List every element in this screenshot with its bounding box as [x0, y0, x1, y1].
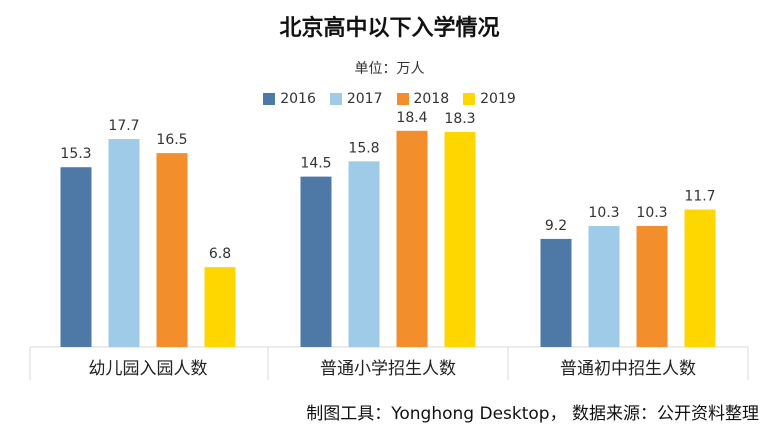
data-label-2019-3: 11.7: [684, 189, 715, 205]
legend-label-2018: 2018: [413, 91, 450, 107]
data-label-2018-1: 16.5: [156, 132, 187, 148]
bar-2016-3: [540, 238, 572, 347]
category-label: 普通初中招生人数: [560, 359, 696, 379]
bar-2016-1: [60, 167, 92, 347]
legend-swatch-2017: [329, 93, 342, 105]
data-label-2017-3: 10.3: [588, 205, 619, 221]
legend-swatch-2019: [463, 93, 476, 105]
category-label: 幼儿园入园人数: [89, 359, 208, 379]
bar-2017-1: [108, 139, 140, 347]
bar-2016-2: [300, 176, 332, 347]
legend-label-2016: 2016: [280, 91, 316, 107]
chart-subtitle: 单位：万人: [354, 61, 425, 77]
bar-2019-3: [684, 209, 716, 347]
data-label-2018-2: 18.4: [396, 110, 427, 126]
data-label-2016-2: 14.5: [300, 156, 331, 172]
legend-item-2017[interactable]: 2017: [329, 91, 383, 107]
legend-label-2019: 2019: [480, 91, 516, 107]
legend: 2016 2017 2018 2019: [0, 91, 779, 107]
data-label-2017-2: 15.8: [348, 140, 379, 156]
bar-2017-3: [588, 225, 620, 347]
data-label-2016-1: 15.3: [60, 146, 91, 162]
data-label-2017-1: 17.7: [108, 118, 139, 134]
category-label: 普通小学招生人数: [320, 359, 456, 379]
bar-2019-1: [204, 267, 236, 347]
bar-2017-2: [348, 161, 380, 347]
data-label-2019-1: 6.8: [209, 246, 231, 262]
chart-title: 北京高中以下入学情况: [279, 16, 500, 41]
legend-swatch-2016: [263, 93, 276, 105]
bar-2018-1: [156, 153, 188, 347]
legend-item-2016[interactable]: 2016: [263, 91, 316, 107]
data-label-2016-3: 9.2: [545, 218, 567, 234]
legend-item-2018[interactable]: 2018: [396, 91, 450, 107]
legend-swatch-2018: [396, 93, 409, 105]
data-label-2019-2: 18.3: [444, 111, 475, 127]
bar-2019-2: [444, 131, 476, 347]
data-label-2018-3: 10.3: [636, 205, 667, 221]
bar-2018-2: [396, 130, 428, 347]
legend-label-2017: 2017: [346, 91, 383, 107]
legend-item-2019[interactable]: 2019: [463, 91, 516, 107]
footer-note: 制图工具：Yonghong Desktop， 数据来源：公开资料整理: [306, 404, 759, 424]
bar-2018-3: [636, 225, 668, 347]
